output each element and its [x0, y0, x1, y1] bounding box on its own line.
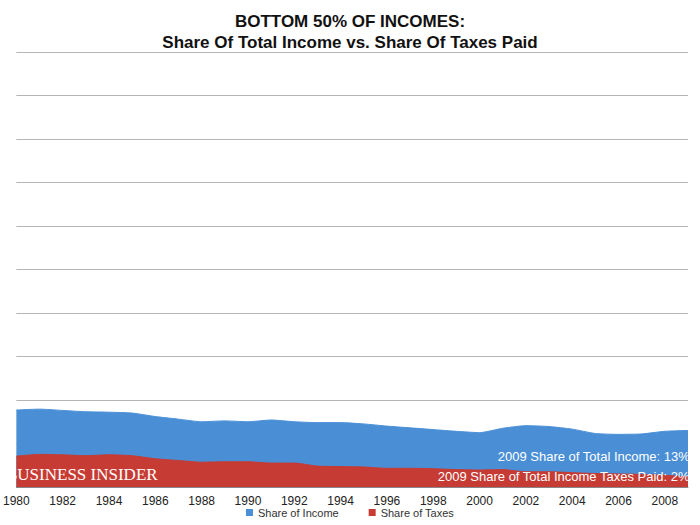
svg-text:2008: 2008 [651, 494, 678, 508]
svg-text:1988: 1988 [188, 494, 215, 508]
svg-text:2009 Share of Total Income: 13: 2009 Share of Total Income: 13% [498, 449, 690, 464]
svg-text:2004: 2004 [559, 494, 586, 508]
svg-text:1986: 1986 [142, 494, 169, 508]
svg-text:1996: 1996 [373, 494, 401, 508]
svg-text:2000: 2000 [466, 494, 493, 508]
svg-text:2009 Share of Total Income Tax: 2009 Share of Total Income Taxes Paid: 2… [438, 469, 690, 484]
svg-text:1994: 1994 [327, 494, 354, 508]
svg-text:1990: 1990 [234, 494, 262, 508]
svg-text:BUSINESS INSIDER: BUSINESS INSIDER [6, 465, 158, 484]
svg-text:2006: 2006 [605, 494, 632, 508]
svg-text:1982: 1982 [49, 494, 76, 508]
svg-text:Share of Income: Share of Income [258, 507, 339, 519]
svg-text:1998: 1998 [419, 494, 447, 508]
svg-text:Share Of Total Income vs. Shar: Share Of Total Income vs. Share Of Taxes… [162, 33, 537, 52]
svg-text:Share of Taxes: Share of Taxes [381, 507, 455, 519]
svg-text:BOTTOM 50% OF INCOMES:: BOTTOM 50% OF INCOMES: [235, 12, 465, 31]
svg-text:2002: 2002 [513, 494, 540, 508]
svg-text:1992: 1992 [280, 494, 308, 508]
svg-text:1980: 1980 [3, 494, 30, 508]
svg-text:1984: 1984 [96, 494, 123, 508]
